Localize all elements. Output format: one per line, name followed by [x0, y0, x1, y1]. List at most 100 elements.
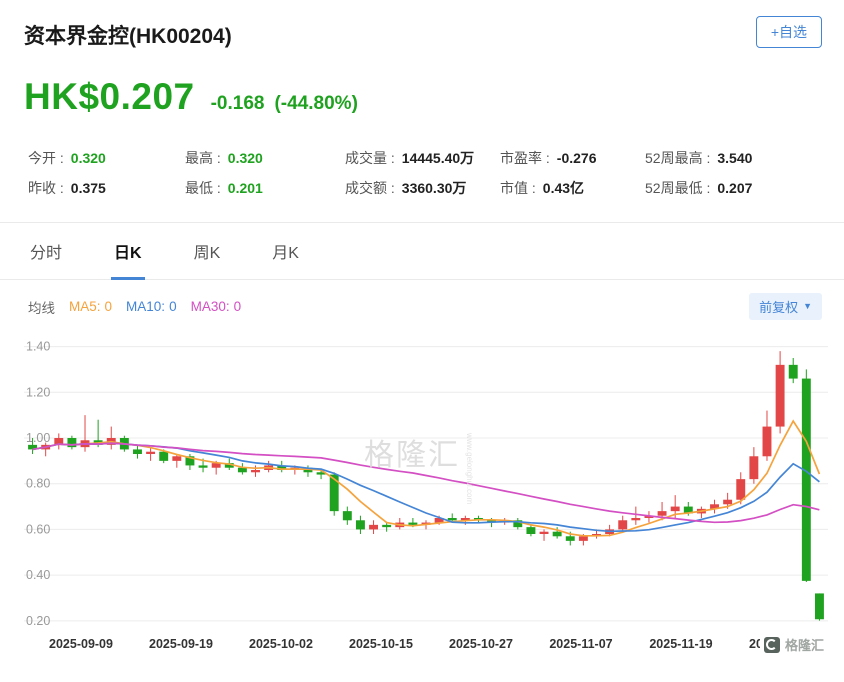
page-header: 资本界金控(HK00204) +自选: [0, 0, 844, 50]
stat-label: 市值 :: [500, 180, 536, 196]
ma5-label: MA5:: [69, 299, 101, 314]
candle-body: [762, 426, 772, 457]
candle-body: [736, 479, 746, 500]
add-watchlist-button[interactable]: +自选: [755, 16, 822, 48]
candle-body: [539, 531, 549, 534]
candle-body: [159, 451, 169, 461]
stat-label: 昨收 :: [28, 180, 64, 196]
candlestick-chart[interactable]: 1.40 1.20 1.00 0.80 0.60 0.40 0.20 2025-09-09 20…: [24, 330, 828, 656]
stat-label: 今开 :: [28, 150, 64, 166]
candle-body: [251, 470, 260, 473]
ma30-value: 0: [233, 299, 242, 314]
candle-body: [447, 518, 457, 521]
candle-body: [618, 520, 628, 530]
tab-intraday[interactable]: 分时: [30, 245, 63, 262]
candle-body: [565, 536, 575, 541]
candle-body: [552, 531, 562, 537]
stat-pe-ratio: 市盈率 : -0.276: [500, 148, 645, 168]
candle-body: [513, 520, 523, 528]
candle-body: [67, 438, 77, 448]
tab-weekly-k[interactable]: 周K: [193, 245, 221, 262]
y-axis-label: 0.40: [26, 568, 50, 582]
candle-body: [710, 504, 719, 509]
candle-body: [342, 511, 352, 521]
stat-market-cap: 市值 : 0.43亿: [500, 178, 645, 198]
stat-value: 0.43亿: [542, 180, 585, 196]
stat-value: 0.320: [227, 150, 263, 166]
stat-52w-low: 52周最低 : 0.207: [645, 178, 820, 198]
ma5-legend: MA5: 0: [69, 299, 112, 314]
x-axis-label: 2025-11-19: [649, 637, 712, 651]
stat-value: 0.320: [70, 150, 106, 166]
candle-body: [237, 467, 247, 473]
candle-body: [723, 499, 733, 505]
y-axis-label: 0.60: [26, 522, 50, 536]
stats-grid: 今开 : 0.320 最高 : 0.320 成交量 : 14445.40万 市盈率 :…: [0, 118, 844, 198]
stat-prev-close: 昨收 : 0.375: [28, 178, 185, 198]
stat-turnover: 成交额 : 3360.30万: [345, 178, 500, 198]
ma30-legend: MA30: 0: [191, 299, 242, 314]
candle-body: [578, 536, 588, 541]
candle-body: [631, 518, 641, 521]
ma5-line: [32, 419, 821, 537]
candle-body: [172, 456, 182, 461]
stat-value: 0.375: [70, 180, 106, 196]
candle-body: [369, 524, 378, 530]
y-axis-label: 1.00: [26, 431, 50, 445]
candle-body: [788, 364, 798, 379]
candle-body: [303, 467, 313, 473]
candle-body: [329, 474, 339, 512]
candle-body: [460, 518, 470, 521]
candle-body: [211, 463, 221, 468]
gelonghui-logo: 格隆汇: [759, 635, 824, 654]
y-axis-label: 1.40: [26, 340, 50, 354]
x-axis-label: 2025-11-07: [549, 637, 612, 651]
candle-body: [408, 522, 418, 525]
x-axis-label: 2025-09-19: [149, 637, 213, 651]
ma5-value: 0: [104, 299, 113, 314]
current-price: HK$0.207: [24, 76, 195, 117]
stat-label: 最高 :: [185, 150, 221, 166]
candle-body: [198, 465, 208, 468]
price-change: -0.168: [210, 93, 265, 114]
candle-body: [670, 506, 680, 512]
stat-low: 最低 : 0.201: [185, 178, 345, 198]
x-axis-label: 2025-10-02: [249, 637, 313, 651]
candle-body: [775, 364, 785, 427]
chevron-down-icon: ▼: [803, 301, 812, 311]
section-divider: [0, 222, 844, 223]
price-section: HK$0.207 -0.168 (-44.80%): [0, 50, 844, 118]
candle-body: [133, 449, 142, 454]
y-axis-label: 1.20: [26, 385, 50, 399]
stock-detail-page: 资本界金控(HK00204) +自选 HK$0.207 -0.168 (-44.…: [0, 0, 844, 656]
stat-value: 3360.30万: [401, 180, 467, 196]
ma-legend-title: 均线: [28, 300, 55, 316]
candle-body: [355, 520, 365, 530]
candle-body: [277, 465, 287, 470]
ma10-value: 0: [169, 299, 177, 314]
kline-tab-bar: 分时 日K 周K 月K: [0, 223, 844, 280]
ma30-line: [32, 442, 820, 524]
stat-value: 3.540: [717, 150, 753, 166]
y-axis-label: 0.80: [26, 477, 50, 491]
candle-body: [54, 438, 64, 445]
candle-body: [146, 451, 156, 454]
stat-label: 成交量 :: [345, 150, 395, 166]
candle-body: [801, 378, 811, 581]
tab-daily-k[interactable]: 日K: [111, 223, 145, 280]
kline-chart-area[interactable]: 1.40 1.20 1.00 0.80 0.60 0.40 0.20 2025-09-09 20…: [24, 330, 828, 656]
candle-body: [185, 456, 195, 466]
adjust-type-button[interactable]: 前复权 ▼: [749, 293, 822, 320]
y-axis-label: 0.20: [26, 614, 50, 628]
ma10-legend: MA10: 0: [126, 299, 177, 314]
candle-body: [224, 463, 234, 468]
tab-monthly-k[interactable]: 月K: [272, 245, 299, 262]
candle-body: [526, 527, 536, 534]
ma30-label: MA30:: [190, 299, 230, 314]
candle-body: [28, 444, 38, 450]
stock-title: 资本界金控(HK00204): [24, 25, 232, 48]
x-axis-label: 2025-10-15: [349, 637, 413, 651]
price-change-percent: (-44.80%): [274, 93, 358, 114]
x-axis-label: 2025-10-27: [449, 637, 513, 651]
stat-52w-high: 52周最高 : 3.540: [645, 148, 820, 168]
